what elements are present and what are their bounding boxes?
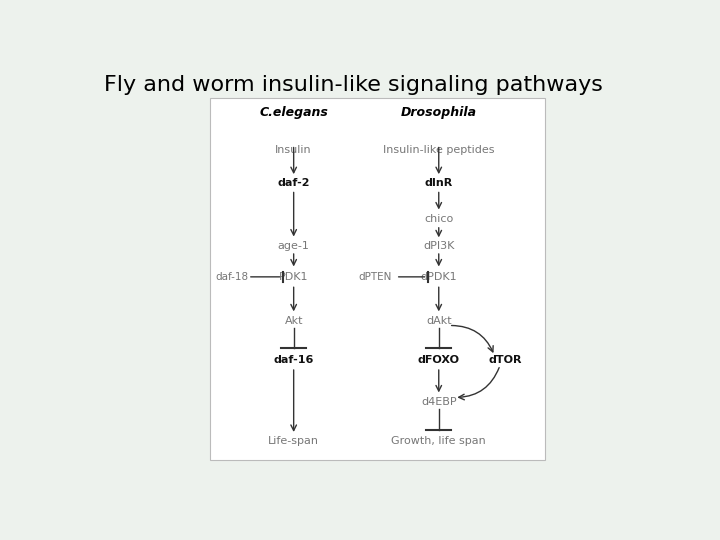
- Text: dFOXO: dFOXO: [418, 355, 460, 365]
- Text: Akt: Akt: [284, 315, 303, 326]
- Text: dPTEN: dPTEN: [358, 272, 391, 282]
- Text: dAkt: dAkt: [426, 315, 451, 326]
- Text: dInR: dInR: [425, 178, 453, 188]
- Text: chico: chico: [424, 214, 454, 224]
- Text: Insulin-like peptides: Insulin-like peptides: [383, 145, 495, 155]
- Text: Drosophila: Drosophila: [401, 106, 477, 119]
- Text: PDK1: PDK1: [279, 272, 308, 282]
- Text: age-1: age-1: [278, 241, 310, 251]
- FancyBboxPatch shape: [210, 98, 545, 460]
- Text: Life-span: Life-span: [268, 436, 319, 446]
- FancyArrowPatch shape: [459, 368, 499, 400]
- Text: d4EBP: d4EBP: [421, 396, 456, 407]
- Text: daf-2: daf-2: [277, 178, 310, 188]
- Text: Fly and worm insulin-like signaling pathways: Fly and worm insulin-like signaling path…: [104, 75, 603, 95]
- Text: Growth, life span: Growth, life span: [392, 436, 486, 446]
- Text: daf-18: daf-18: [216, 272, 249, 282]
- Text: dPDK1: dPDK1: [420, 272, 457, 282]
- Text: daf-16: daf-16: [274, 355, 314, 365]
- Text: dPI3K: dPI3K: [423, 241, 454, 251]
- Text: dTOR: dTOR: [489, 355, 523, 365]
- Text: Insulin: Insulin: [275, 145, 312, 155]
- Text: C.elegans: C.elegans: [259, 106, 328, 119]
- FancyArrowPatch shape: [451, 326, 493, 352]
